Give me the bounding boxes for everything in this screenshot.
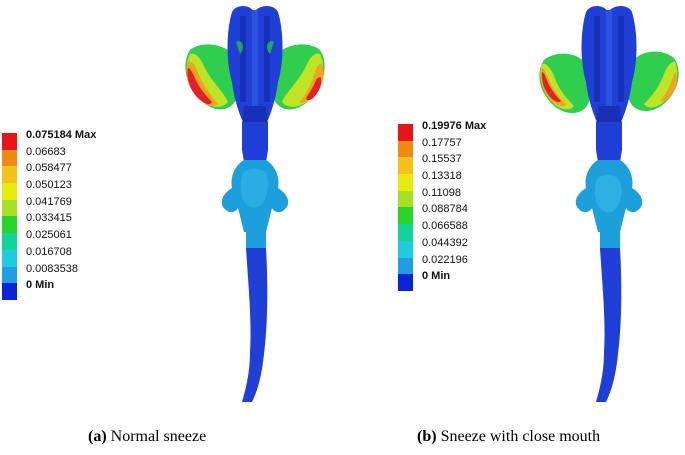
caption-text: Normal sneeze xyxy=(110,428,207,445)
legend-swatch xyxy=(2,283,17,300)
legend-tick-label: 0.06683 xyxy=(26,145,66,158)
panel-sneeze-close-mouth: 0.19976 Max 0.17757 0.15537 0.13318 0.11… xyxy=(342,0,685,455)
legend-tick-label: 0.17757 xyxy=(422,136,462,149)
legend-swatch xyxy=(2,166,17,184)
legend-tick-label: 0.11098 xyxy=(422,186,461,199)
legend-swatch xyxy=(2,133,17,150)
legend-tick-label: 0.15537 xyxy=(422,153,462,166)
legend-tick-label: 0.0083538 xyxy=(26,262,78,275)
legend-tick-label: 0.016708 xyxy=(26,245,72,258)
legend-swatch xyxy=(398,274,413,291)
caption-tag: (a) xyxy=(88,428,107,445)
legend-min-label: 0 Min xyxy=(26,279,55,292)
legend-swatch xyxy=(398,174,413,191)
airway-contour-model xyxy=(185,6,325,402)
legend-swatch xyxy=(2,183,17,200)
figure-caption: (a) Normal sneeze xyxy=(88,428,206,446)
legend-swatch xyxy=(2,149,17,167)
legend-swatch xyxy=(398,157,413,175)
legend-swatch xyxy=(398,124,413,141)
legend-tick-label: 0.066588 xyxy=(422,220,468,233)
legend-max-label: 0.19976 Max xyxy=(422,120,487,132)
legend-max-label: 0.075184 Max xyxy=(26,129,97,141)
figure-caption: (b) Sneeze with close mouth xyxy=(417,428,600,446)
legend-tick-label: 0.022196 xyxy=(422,253,468,266)
legend-swatch xyxy=(398,240,413,258)
panel-normal-sneeze: 0.075184 Max 0.06683 0.058477 0.050123 0… xyxy=(0,0,342,455)
legend-tick-label: 0.041769 xyxy=(26,195,72,208)
legend-tick-label: 0.050123 xyxy=(26,179,72,192)
legend-swatch xyxy=(398,207,413,225)
airway-contour-model xyxy=(539,6,679,402)
pharynx xyxy=(242,122,268,162)
trachea xyxy=(596,248,622,402)
legend-swatch xyxy=(2,249,17,267)
legend-swatch xyxy=(398,140,413,158)
legend-tick-label: 0.033415 xyxy=(26,212,72,225)
legend-swatch xyxy=(398,257,413,275)
pharynx xyxy=(596,122,622,162)
caption-text: Sneeze with close mouth xyxy=(440,428,601,445)
legend-tick-label: 0.058477 xyxy=(26,162,72,175)
legend-swatch xyxy=(2,216,17,234)
legend-swatch xyxy=(2,233,17,250)
legend-tick-label: 0.13318 xyxy=(422,170,462,183)
legend-min-label: 0 Min xyxy=(422,270,451,283)
legend-swatch xyxy=(398,190,413,208)
caption-tag: (b) xyxy=(417,428,437,445)
legend-swatch xyxy=(398,224,413,241)
trachea xyxy=(242,248,268,402)
legend-swatch xyxy=(2,266,17,284)
legend-tick-label: 0.088784 xyxy=(422,203,468,216)
legend-tick-label: 0.025061 xyxy=(26,229,72,242)
legend-tick-label: 0.044392 xyxy=(422,236,468,249)
legend-swatch xyxy=(2,199,17,217)
